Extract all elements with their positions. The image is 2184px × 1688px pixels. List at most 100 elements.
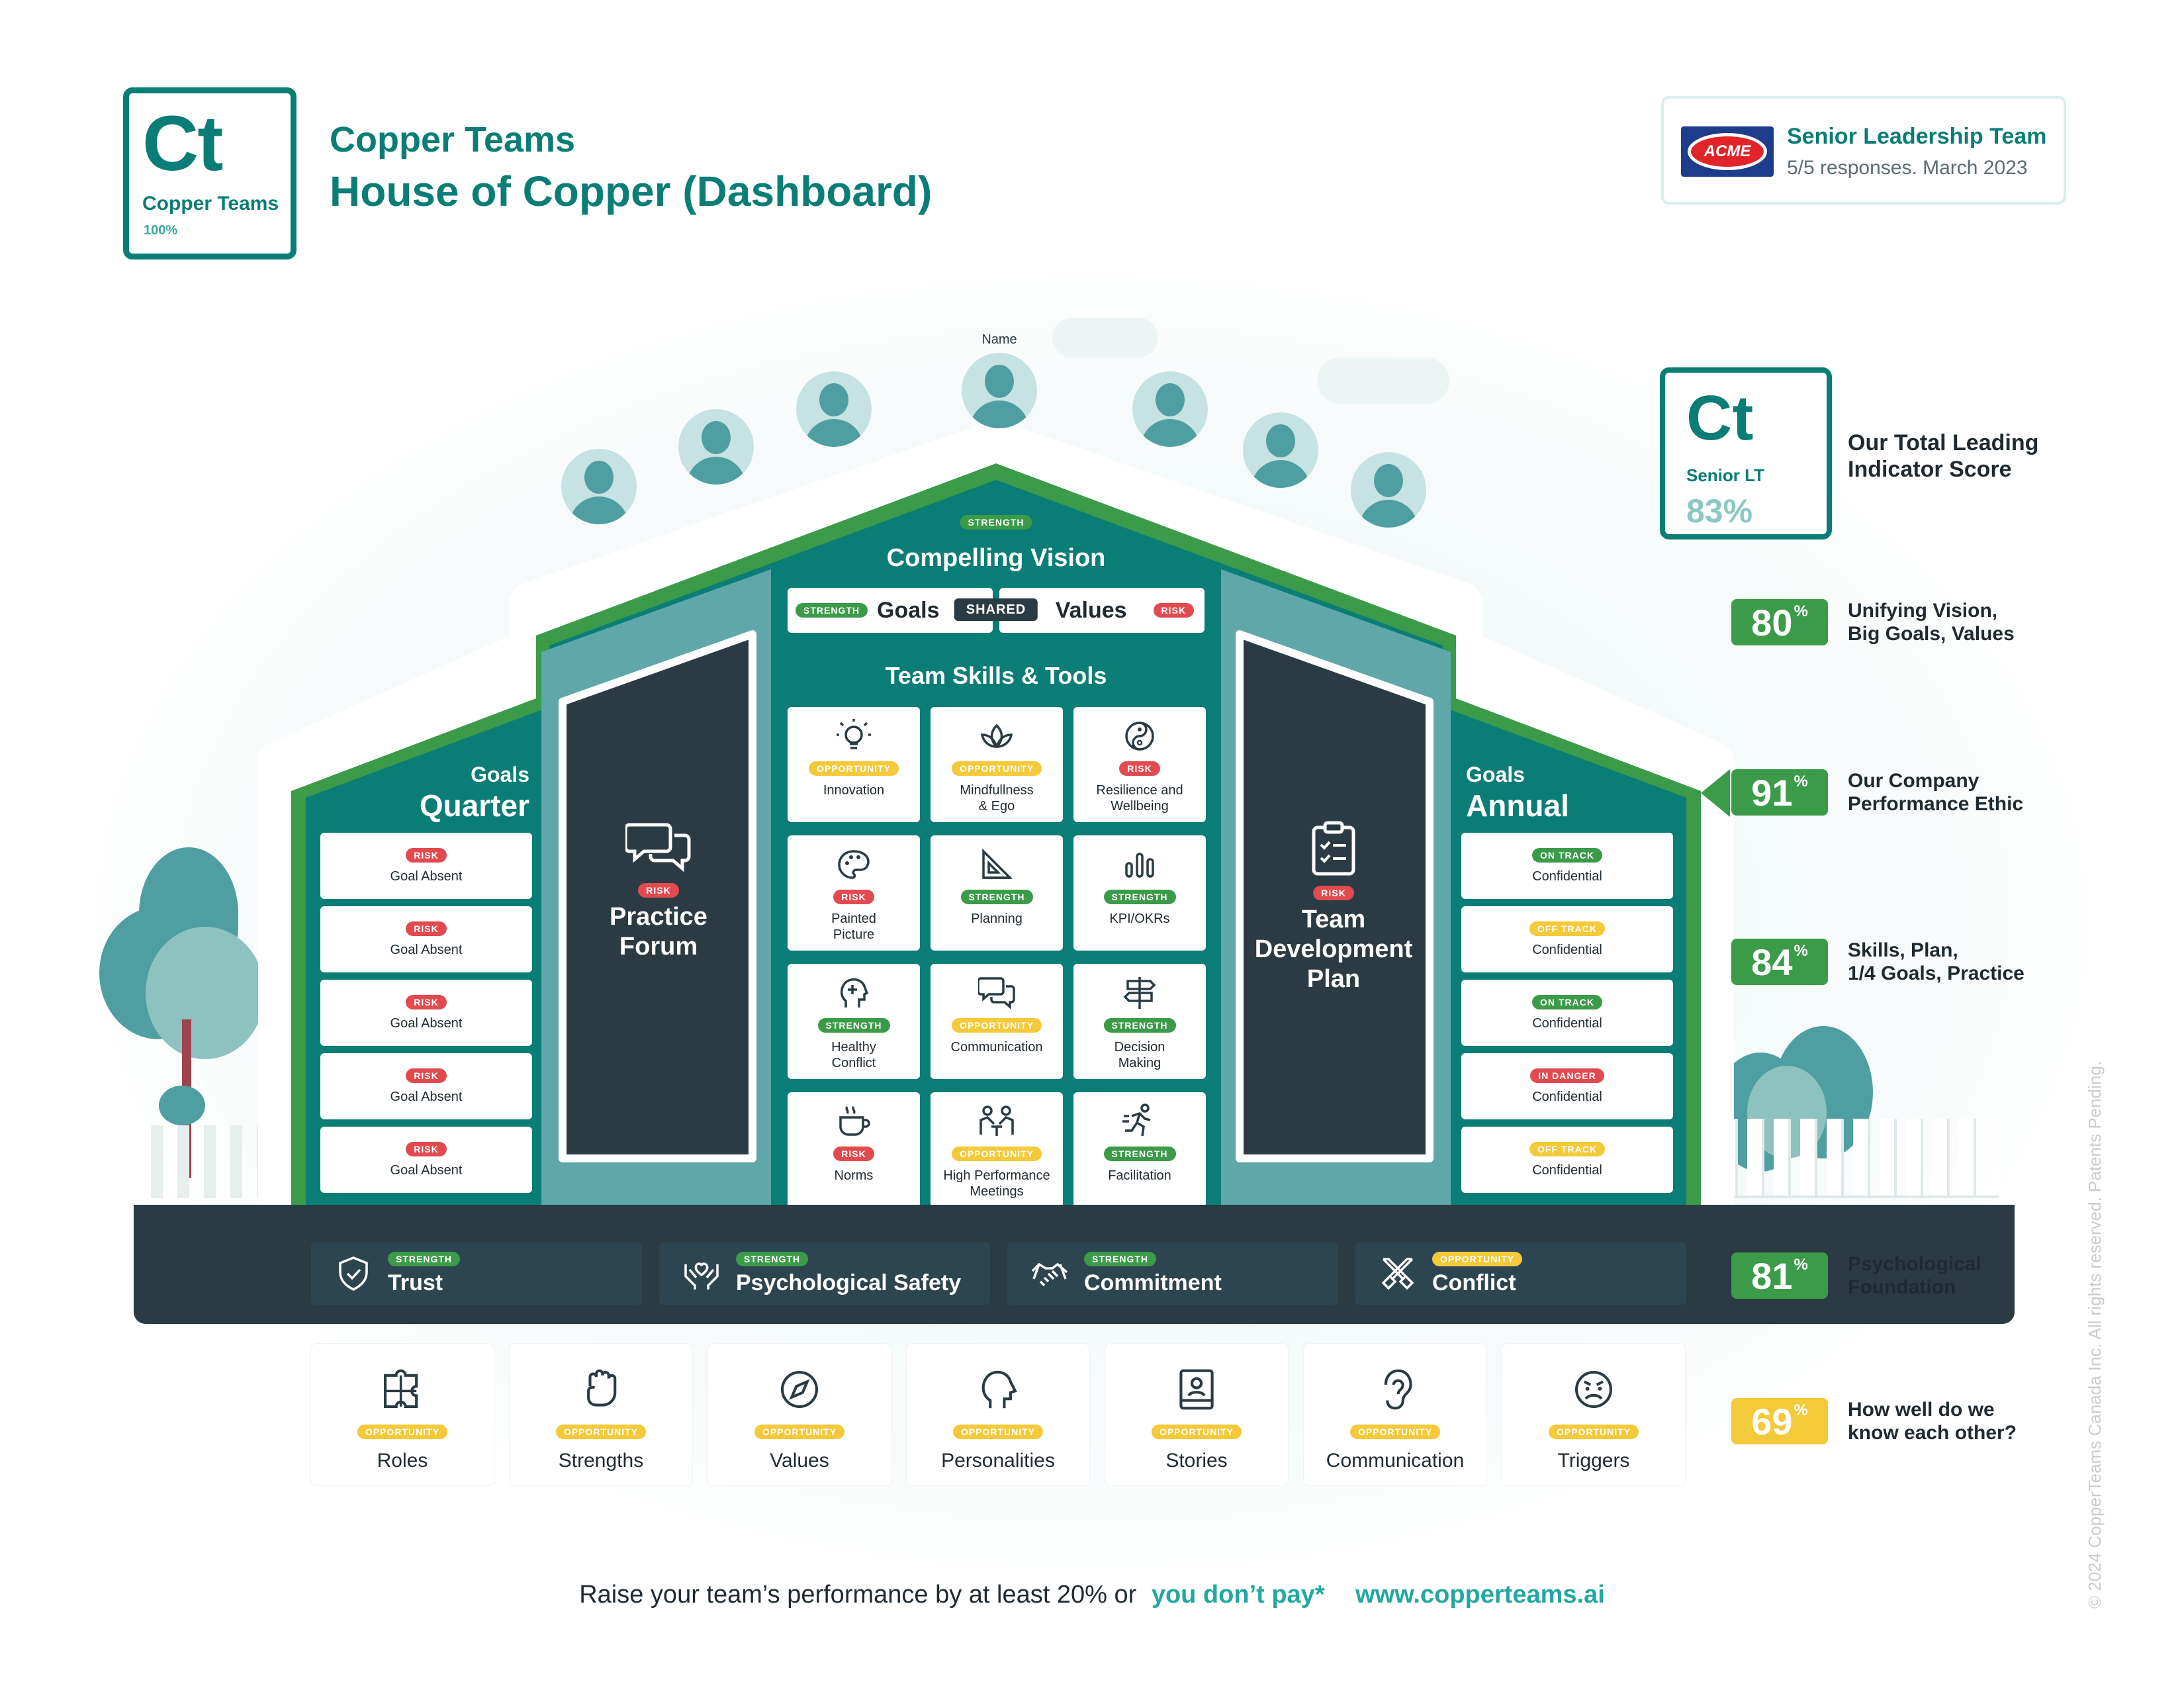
skill-card[interactable]: Risk Painted Picture <box>788 835 920 951</box>
skill-card[interactable]: Risk Resilience and Wellbeing <box>1073 707 1206 822</box>
team-name: Senior Leadership Team <box>1787 124 2047 149</box>
foundation-card[interactable]: Strength Commitment <box>1007 1243 1338 1305</box>
skill-card[interactable]: Risk Norms <box>788 1092 920 1207</box>
angry-face-icon <box>1575 1371 1612 1408</box>
skill-card[interactable]: Strength Healthy Conflict <box>788 964 920 1079</box>
score-value: 91 <box>1751 771 1793 814</box>
clipboard-icon <box>1312 821 1355 876</box>
goal-card[interactable]: Off Track Confidential <box>1461 906 1673 972</box>
status-badge: Risk <box>833 1147 874 1161</box>
plan-line2: Development <box>1254 935 1413 963</box>
goal-card[interactable]: Risk Goal Absent <box>320 980 532 1046</box>
skill-card[interactable]: Strength KPI/OKRs <box>1073 835 1206 951</box>
meeting-icon <box>979 1105 1014 1136</box>
skill-label-2: Picture <box>833 927 875 942</box>
status-badge: Strength <box>960 515 1032 530</box>
footer-url[interactable]: www.copperteams.ai <box>1355 1581 1605 1609</box>
foundation-card[interactable]: Strength Trust <box>311 1243 642 1305</box>
goals-label: Goals <box>877 597 940 623</box>
status-badge: On Track <box>1532 994 1602 1009</box>
skill-label-2: & Ego <box>978 799 1015 814</box>
goal-card[interactable]: In Danger Confidential <box>1461 1053 1673 1119</box>
foundation-card[interactable]: Opportunity Conflict <box>1355 1243 1686 1305</box>
goal-label: Goal Absent <box>390 1015 463 1031</box>
skill-card[interactable]: Strength Facilitation <box>1073 1092 1206 1207</box>
status-badge: Risk <box>406 994 447 1009</box>
total-score-badge: Ct Senior LT 83% <box>1660 367 1832 539</box>
head-profile-icon <box>981 1370 1017 1409</box>
know-card[interactable]: Opportunity Strengths <box>510 1344 692 1485</box>
know-card[interactable]: Opportunity Triggers <box>1502 1344 1685 1485</box>
foundation-card[interactable]: Strength Psychological Safety <box>659 1243 990 1305</box>
team-card: ACME Senior Leadership Team 5/5 response… <box>1661 96 2066 205</box>
avatar[interactable] <box>962 353 1037 428</box>
brand-percent: 100% <box>144 223 178 238</box>
status-badge: Risk <box>1119 761 1160 776</box>
copyright: © 2024 CopperTeams Canada Inc. All right… <box>2085 1060 2105 1609</box>
score-value: 69 <box>1751 1400 1793 1442</box>
goal-card[interactable]: Risk Goal Absent <box>320 1127 532 1193</box>
know-label: Values <box>770 1450 829 1472</box>
score-value: 81 <box>1751 1254 1793 1297</box>
know-card[interactable]: Opportunity Values <box>708 1344 891 1485</box>
skill-card[interactable]: Opportunity Innovation <box>788 707 920 822</box>
skill-card[interactable]: Strength Decision Making <box>1073 964 1206 1079</box>
score-badge: 69% <box>1731 1398 1828 1444</box>
score-caption-1: Skills, Plan, <box>1848 939 1958 961</box>
ear-icon <box>1384 1369 1412 1410</box>
avatar[interactable] <box>678 409 754 485</box>
avatar[interactable] <box>1132 371 1208 447</box>
know-card[interactable]: Opportunity Stories <box>1105 1344 1288 1485</box>
know-label: Stories <box>1165 1450 1228 1472</box>
chat-bubbles-icon <box>625 823 691 872</box>
team-development-plan[interactable]: Risk Team Development Plan <box>1244 821 1423 994</box>
status-badge: Risk <box>1313 886 1354 900</box>
skill-label-2: Conflict <box>831 1056 876 1070</box>
skill-label: KPI/OKRs <box>1109 912 1170 926</box>
goal-card[interactable]: On Track Confidential <box>1461 833 1673 899</box>
skill-card[interactable]: Strength Planning <box>931 835 1063 951</box>
annual-large-label: Annual <box>1466 788 1569 823</box>
tree <box>99 834 278 1178</box>
skill-label: Decision <box>1114 1040 1165 1055</box>
practice-forum[interactable]: Risk Practice Forum <box>569 821 748 961</box>
goal-card[interactable]: On Track Confidential <box>1461 980 1673 1046</box>
skills-title: Team Skills & Tools <box>885 662 1107 689</box>
acme-logo: ACME <box>1681 126 1774 177</box>
status-badge: Opportunity <box>951 1018 1042 1033</box>
status-badge: Opportunity <box>754 1425 845 1439</box>
know-label: Roles <box>377 1450 428 1472</box>
status-badge: Risk <box>406 1141 447 1156</box>
skill-label-2: Wellbeing <box>1111 799 1169 814</box>
skill-card[interactable]: Opportunity Mindfullness & Ego <box>931 707 1063 822</box>
signpost-icon <box>1123 977 1156 1009</box>
page-title: House of Copper (Dashboard) <box>330 167 933 215</box>
skill-card[interactable]: Opportunity High Performance Meetings <box>931 1092 1063 1207</box>
goal-card[interactable]: Risk Goal Absent <box>320 833 532 899</box>
goal-card[interactable]: Risk Goal Absent <box>320 906 532 972</box>
brand-name: Copper Teams <box>142 193 279 214</box>
know-label: Communication <box>1326 1450 1465 1472</box>
status-badge: Risk <box>1153 603 1194 618</box>
avatar[interactable] <box>561 449 637 524</box>
set-square-icon <box>982 848 1013 879</box>
goal-card[interactable]: Off Track Confidential <box>1461 1127 1673 1193</box>
goal-label: Goal Absent <box>390 1162 463 1178</box>
avatar[interactable] <box>1351 452 1426 528</box>
goal-card[interactable]: Risk Goal Absent <box>320 1053 532 1119</box>
skill-card[interactable]: Opportunity Communication <box>931 964 1063 1079</box>
score-caption-2: Performance Ethic <box>1848 793 2024 815</box>
know-card[interactable]: Opportunity Communication <box>1304 1344 1486 1485</box>
goal-label: Confidential <box>1532 1015 1602 1031</box>
status-badge: Strength <box>1103 1147 1176 1161</box>
avatar[interactable] <box>1243 412 1318 488</box>
skill-label: Innovation <box>823 783 885 798</box>
know-card[interactable]: Opportunity Personalities <box>907 1344 1089 1485</box>
avatar[interactable] <box>796 371 872 447</box>
goal-label: Goal Absent <box>390 942 463 957</box>
brand-symbol: Ct <box>142 100 224 187</box>
skill-label-2: Meetings <box>970 1184 1024 1199</box>
know-card[interactable]: Opportunity Roles <box>311 1344 494 1485</box>
cloud <box>1052 318 1158 357</box>
foundation-label: Trust <box>388 1270 443 1295</box>
